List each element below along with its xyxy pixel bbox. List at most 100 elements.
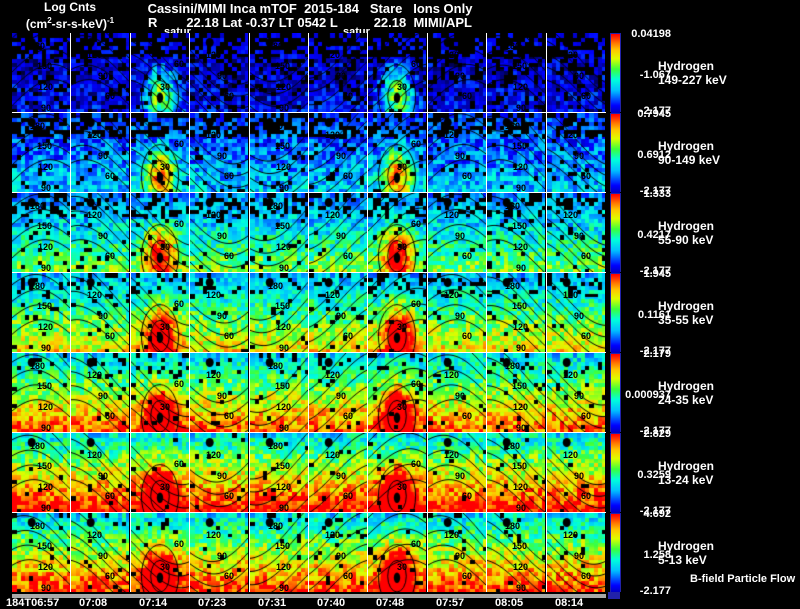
skymap-image	[71, 193, 129, 272]
skymap-cell[interactable]: 180 150 120 90	[250, 33, 308, 112]
skymap-cell[interactable]: 30 60	[368, 513, 426, 592]
skymap-cell[interactable]: 180 150 120 90	[12, 113, 70, 192]
skymap-cell[interactable]: 180 150 120 90	[487, 113, 545, 192]
skymap-cell[interactable]: 30 60	[368, 113, 426, 192]
skymap-cell[interactable]: 180 150 120 90	[487, 353, 545, 432]
colorbar-min-label: -2.177	[639, 105, 671, 117]
column-separator	[427, 33, 428, 112]
colorbar	[610, 513, 621, 593]
skymap-cell[interactable]: 30 60	[368, 353, 426, 432]
skymap-cell[interactable]: 120 90 60	[547, 513, 605, 592]
skymap-cell[interactable]: 120 90 60	[547, 353, 605, 432]
skymap-cell[interactable]: 120 90 60	[547, 113, 605, 192]
skymap-cell[interactable]: 180 150 120 90	[12, 193, 70, 272]
skymap-cell[interactable]: 180 150 120 90	[487, 33, 545, 112]
skymap-cell[interactable]: 30 60	[131, 113, 189, 192]
skymap-cell[interactable]: 30 60	[131, 353, 189, 432]
time-tick-label: 184T06:57	[6, 597, 60, 609]
skymap-cell[interactable]: 120 90 60	[428, 273, 486, 352]
skymap-cell[interactable]: 120 90 60	[309, 33, 367, 112]
column-separator	[308, 113, 309, 192]
skymap-cell[interactable]: 180 150 120 90	[487, 193, 545, 272]
skymap-cell[interactable]: 120 90 60	[190, 513, 248, 592]
colorbar	[610, 353, 621, 433]
skymap-cell[interactable]: 120 90 60	[428, 353, 486, 432]
skymap-cell[interactable]: 180 150 120 90	[250, 353, 308, 432]
species-name: Hydrogen	[658, 219, 715, 234]
skymap-image	[487, 513, 545, 592]
skymap-cell[interactable]: 120 90 60	[428, 433, 486, 512]
skymap-cell[interactable]: 30 60	[368, 433, 426, 512]
skymap-image	[309, 273, 367, 352]
colorbar-title-line1: Log Cnts	[44, 0, 96, 14]
skymap-cell[interactable]: 120 90 60	[190, 113, 248, 192]
skymap-cell[interactable]: 180 150 120 90	[12, 433, 70, 512]
skymap-image	[71, 353, 129, 432]
skymap-cell[interactable]: 180 150 120 90	[12, 273, 70, 352]
skymap-image	[547, 273, 605, 352]
skymap-cell[interactable]: 180 150 120 90	[250, 433, 308, 512]
skymap-cell[interactable]: 30 60	[368, 273, 426, 352]
skymap-cell[interactable]: 180 150 120 90	[12, 33, 70, 112]
skymap-cell[interactable]: 120 90 60	[428, 33, 486, 112]
colorbar	[610, 273, 621, 353]
energy-range: 5-13 keV	[658, 553, 707, 568]
skymap-cell[interactable]: 30 60	[368, 33, 426, 112]
axis-corner-marker	[608, 592, 620, 599]
skymap-cell[interactable]: 120 90 60	[71, 33, 129, 112]
skymap-cell[interactable]: 120 90 60	[71, 113, 129, 192]
skymap-cell[interactable]: 30 60	[131, 433, 189, 512]
skymap-cell[interactable]: 120 90 60	[309, 513, 367, 592]
skymap-cell[interactable]: 180 150 120 90	[12, 513, 70, 592]
skymap-cell[interactable]: 120 90 60	[71, 513, 129, 592]
column-separator	[486, 193, 487, 272]
skymap-cell[interactable]: 120 90 60	[71, 353, 129, 432]
column-separator	[427, 433, 428, 512]
skymap-cell[interactable]: 120 90 60	[547, 273, 605, 352]
skymap-cell[interactable]: 120 90 60	[190, 193, 248, 272]
skymap-cell[interactable]: 120 90 60	[547, 33, 605, 112]
skymap-cell[interactable]: 180 150 120 90	[12, 353, 70, 432]
skymap-cell[interactable]: 30 60	[131, 513, 189, 592]
skymap-cell[interactable]: 180 150 120 90	[250, 513, 308, 592]
skymap-cell[interactable]: 180 150 120 90	[250, 113, 308, 192]
skymap-cell[interactable]: 120 90 60	[547, 193, 605, 272]
skymap-image	[547, 33, 605, 112]
skymap-cell[interactable]: 30 60	[131, 273, 189, 352]
time-tick-label: 07:40	[317, 597, 346, 609]
skymap-cell[interactable]: 120 90 60	[190, 273, 248, 352]
skymap-cell[interactable]: 120 90 60	[547, 433, 605, 512]
skymap-cell[interactable]: 120 90 60	[190, 33, 248, 112]
skymap-cell[interactable]: 120 90 60	[428, 113, 486, 192]
skymap-cell[interactable]: 30 60	[131, 193, 189, 272]
skymap-cell[interactable]: 120 90 60	[71, 193, 129, 272]
skymap-cell[interactable]: 120 90 60	[309, 433, 367, 512]
column-separator	[486, 433, 487, 512]
column-separator	[249, 273, 250, 352]
skymap-cell[interactable]: 120 90 60	[71, 273, 129, 352]
column-separator	[367, 513, 368, 592]
figure-title-line1: Cassini/MIMI Inca mTOF 2015-184 Stare Io…	[147, 1, 473, 16]
skymap-cell[interactable]: 120 90 60	[309, 113, 367, 192]
colorbar-mid-label: 0.1161	[637, 309, 671, 322]
skymap-cell[interactable]: 30 60	[368, 193, 426, 272]
column-separator	[546, 33, 547, 112]
skymap-cell[interactable]: 180 150 120 90	[487, 273, 545, 352]
skymap-cell[interactable]: 120 90 60	[428, 193, 486, 272]
skymap-cell[interactable]: 180 150 120 90	[250, 193, 308, 272]
skymap-cell[interactable]: 120 90 60	[309, 353, 367, 432]
colorbar-gradient	[611, 434, 620, 513]
skymap-cell[interactable]: 120 90 60	[190, 353, 248, 432]
skymap-cell[interactable]: 180 150 120 90	[487, 513, 545, 592]
skymap-cell[interactable]: 180 150 120 90	[250, 273, 308, 352]
skymap-cell[interactable]: 120 90 60	[309, 273, 367, 352]
skymap-cell[interactable]: 180 150 120 90	[487, 433, 545, 512]
skymap-cell[interactable]: 120 90 60	[428, 513, 486, 592]
species-energy-label: Hydrogen 24-35 keV	[658, 379, 714, 407]
skymap-cell[interactable]: 30 60	[131, 33, 189, 112]
column-separator	[308, 273, 309, 352]
skymap-image	[428, 33, 486, 112]
skymap-cell[interactable]: 120 90 60	[309, 193, 367, 272]
skymap-cell[interactable]: 120 90 60	[71, 433, 129, 512]
skymap-cell[interactable]: 120 90 60	[190, 433, 248, 512]
